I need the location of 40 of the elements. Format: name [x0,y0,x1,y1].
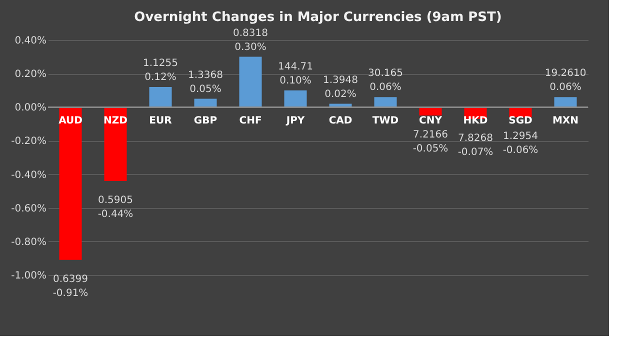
text: 0.5905 -0.44% [98,195,134,220]
x-tick-label: HKD [463,116,488,127]
text: 7.2166 -0.05% [412,130,448,155]
bar [419,107,442,116]
text: 7.8268 -0.07% [458,132,494,158]
bar [554,97,577,108]
y-tick-label: -0.40% [11,170,46,181]
y-tick-label: -0.60% [11,203,46,214]
y-tick-label: 0.20% [14,69,46,80]
x-tick-label: TWD [372,116,399,127]
bar [104,107,127,181]
text: 0.6399 -0.91% [52,274,88,299]
text: 30.165 0.06% [368,68,403,94]
text: 0.8318 0.30% [233,28,268,53]
text: 19.2610 0.06% [544,68,586,94]
x-tick-label: JPY [285,116,306,127]
y-tick-label: 0.00% [14,102,46,114]
x-tick-label: MXN [552,116,579,127]
chart-title: Overnight Changes in Major Currencies (9am PST) [134,10,502,25]
x-tick-label: CAD [328,116,352,127]
x-tick-label: CHF [239,116,262,127]
text: 1.1255 0.12% [143,58,178,83]
x-tick-label: GBP [194,116,218,127]
y-tick-label: -0.80% [11,236,46,248]
x-tick-label: NZD [104,116,128,127]
text: 144.71 0.10% [278,61,313,86]
x-tick-label: EUR [149,116,172,127]
text: 1.2954 -0.06% [502,131,538,156]
bar [149,87,172,108]
bar [284,90,307,108]
y-tick-label: -1.00% [11,270,46,282]
text: 1.3948 0.02% [323,74,358,100]
x-tick-label: SGD [508,116,532,127]
y-tick-label: -0.20% [11,136,46,148]
text: 1.3368 0.05% [188,70,223,95]
bar [374,97,397,108]
bar [59,107,82,260]
x-tick-label: CNY [419,116,443,127]
bar [239,56,262,108]
y-tick-label: 0.40% [14,36,46,46]
